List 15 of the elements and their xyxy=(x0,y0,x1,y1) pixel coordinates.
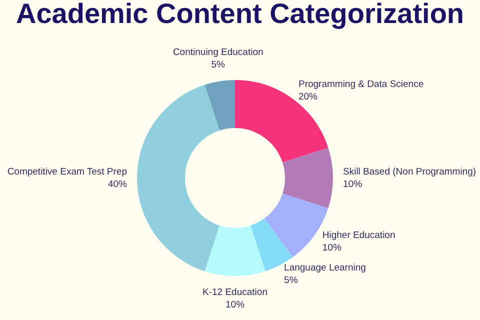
slice-label: Programming & Data Science xyxy=(298,79,424,90)
data-label: 10% xyxy=(343,178,363,190)
data-label: 5% xyxy=(284,275,298,286)
data-label: 20% xyxy=(298,92,318,102)
chart-title: Academic Content Categorization xyxy=(14,0,466,30)
data-label: 10% xyxy=(322,242,342,254)
data-label: 5% xyxy=(211,60,226,71)
data-label: 10% xyxy=(225,299,246,310)
slice-label: Competitive Exam Test Prep xyxy=(7,166,127,178)
slice-label: Higher Education xyxy=(322,230,396,241)
data-label: 40% xyxy=(108,178,128,190)
slice-label: Continuing Education xyxy=(172,47,264,58)
slice-label: Skill Based (Non Programming) xyxy=(343,166,476,178)
slice-label: K-12 Education xyxy=(202,286,268,298)
slice-label: Language Learning xyxy=(284,262,366,274)
